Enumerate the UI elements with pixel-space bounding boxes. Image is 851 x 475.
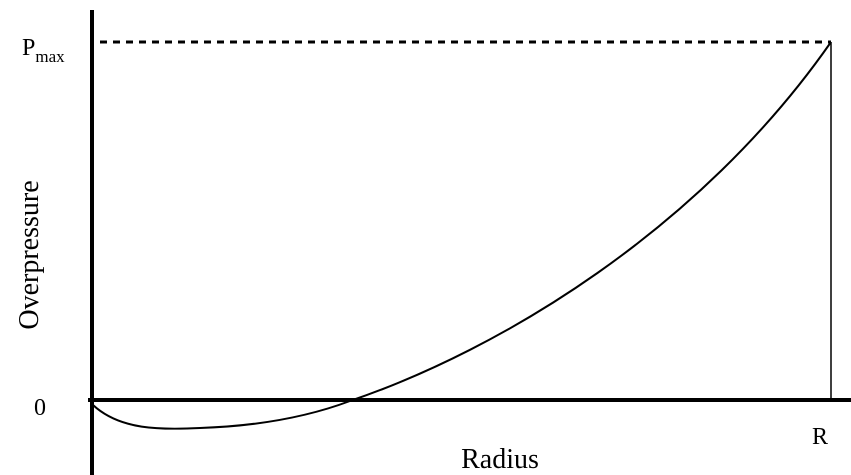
pmax-main: P	[22, 35, 35, 61]
zero-label: 0	[34, 395, 46, 421]
pressure-curve	[92, 41, 832, 430]
r-label: R	[812, 424, 828, 450]
pmax-label: Pmax	[22, 35, 65, 66]
y-axis-label: Overpressure	[14, 180, 45, 329]
pmax-sub: max	[35, 47, 65, 66]
x-axis-label: Radius	[461, 444, 539, 475]
